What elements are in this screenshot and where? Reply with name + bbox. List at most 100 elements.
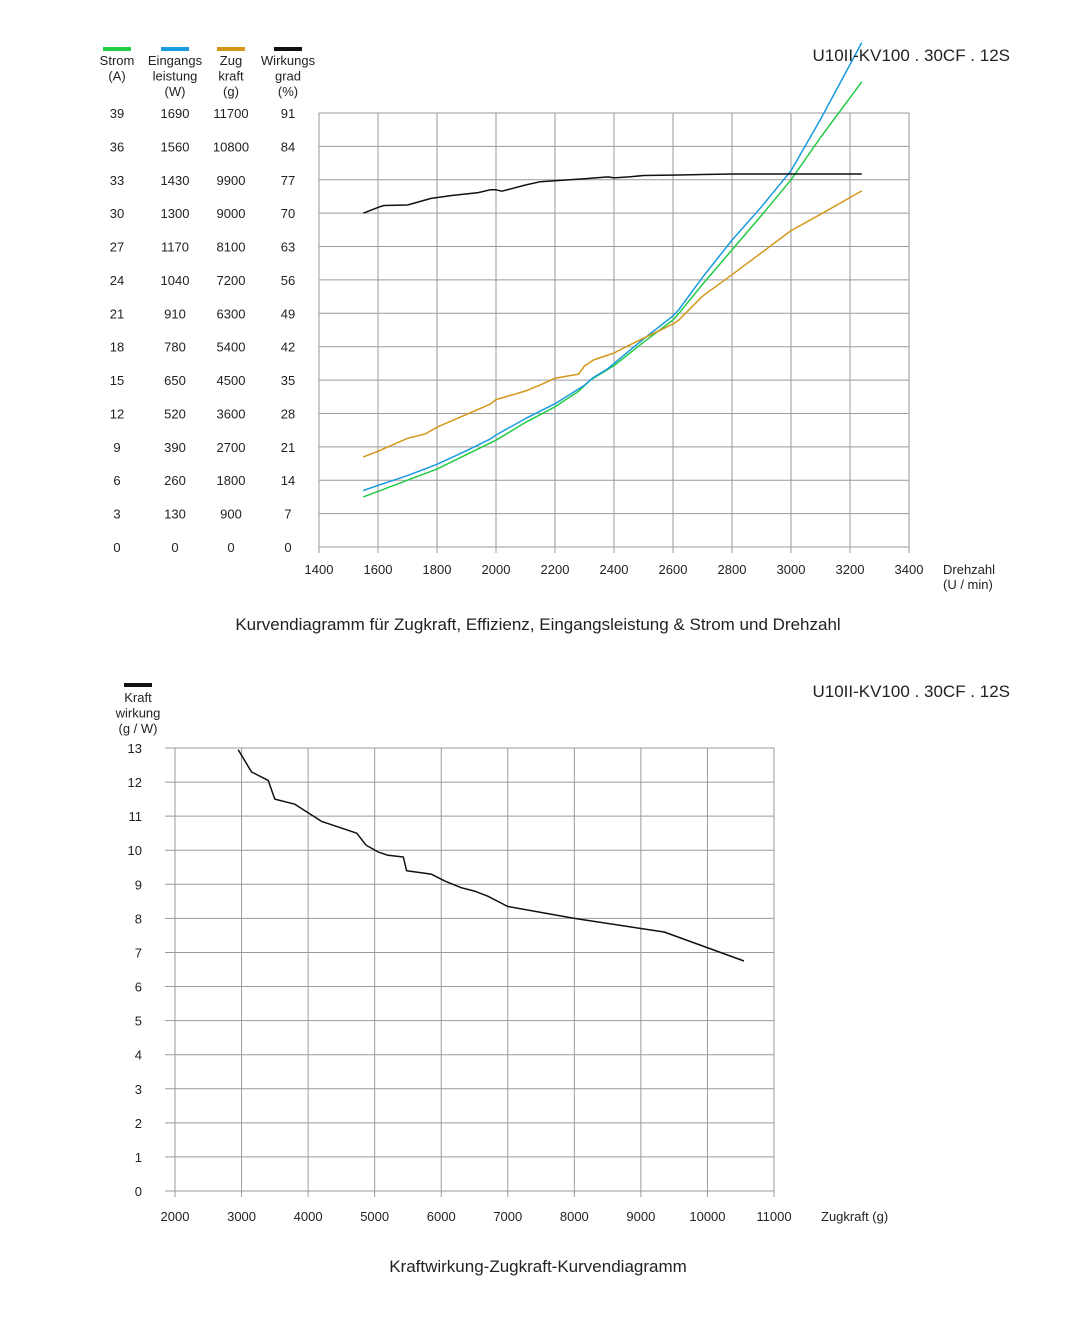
chart2-grid <box>165 747 775 1192</box>
x-tick-label: 8000 <box>560 1209 589 1224</box>
y-tick-label: 1 <box>135 1150 142 1165</box>
y-axis-label: Kraft <box>124 690 152 705</box>
y-tick-label-eingang: 1040 <box>161 273 190 288</box>
y-tick-label-eingang: 1430 <box>161 173 190 188</box>
y-tick-label: 2 <box>135 1116 142 1131</box>
x-tick-label: 3000 <box>777 562 806 577</box>
y-tick-label: 6 <box>135 980 142 995</box>
y-tick-label-eingang: 520 <box>164 406 186 421</box>
x-tick-label: 3000 <box>227 1209 256 1224</box>
y-tick-label-strom: 15 <box>110 373 124 388</box>
axis-header-wirk: (%) <box>278 84 298 99</box>
y-tick-label-strom: 9 <box>113 440 120 455</box>
y-tick-label-strom: 12 <box>110 406 124 421</box>
y-tick-label: 11 <box>129 809 143 824</box>
y-tick-label-zug: 11700 <box>213 106 248 121</box>
x-tick-label: 7000 <box>493 1209 522 1224</box>
y-tick-label-strom: 21 <box>110 306 124 321</box>
y-tick-label-wirk: 77 <box>281 173 295 188</box>
chart1-grid <box>318 112 910 548</box>
chart1-series <box>363 42 863 498</box>
y-tick-label-strom: 39 <box>110 106 124 121</box>
x-tick-label: 6000 <box>427 1209 456 1224</box>
y-tick-label-strom: 27 <box>110 240 124 255</box>
legend-swatch-wirk <box>274 47 302 51</box>
chart2-series <box>237 749 745 962</box>
y-tick-label-eingang: 1560 <box>161 139 190 154</box>
axis-header-strom: Strom <box>100 53 135 68</box>
y-tick-label-strom: 36 <box>110 139 124 154</box>
y-tick-label: 8 <box>135 911 142 926</box>
series-line-eingang <box>363 42 863 492</box>
y-tick-label-eingang: 260 <box>164 473 186 488</box>
y-tick-label-eingang: 390 <box>164 440 186 455</box>
y-tick-label-strom: 18 <box>110 340 124 355</box>
y-tick-label-wirk: 35 <box>281 373 295 388</box>
y-tick-label-zug: 2700 <box>217 440 246 455</box>
legend-swatch-eingang <box>161 47 189 51</box>
chart-rpm-performance: 1400 1600 1800 2000 2200 2400 2600 2800 3000 3200… <box>100 42 1011 634</box>
y-tick-label-zug: 7200 <box>217 273 246 288</box>
axis-header-zug: (g) <box>223 84 239 99</box>
y-tick-label: 13 <box>128 741 142 756</box>
chart1-caption: Kurvendiagramm für Zugkraft, Effizienz, … <box>235 615 840 634</box>
chart2-model-name: U10II-KV100 . 30CF . 12S <box>813 682 1011 701</box>
y-tick-label-eingang: 650 <box>164 373 186 388</box>
y-tick-label: 10 <box>128 843 142 858</box>
series-line-zug <box>363 190 863 458</box>
x-tick-label: 1400 <box>305 562 334 577</box>
y-tick-label-eingang: 780 <box>164 340 186 355</box>
x-tick-label: 5000 <box>360 1209 389 1224</box>
legend-swatch <box>124 683 152 687</box>
y-tick-label-zug: 4500 <box>217 373 246 388</box>
y-tick-label-zug: 0 <box>227 540 234 555</box>
x-tick-label: 3400 <box>895 562 924 577</box>
y-axis-label: wirkung <box>115 706 161 721</box>
chart1-axis-labels: 1400 1600 1800 2000 2200 2400 2600 2800 3000 3200… <box>100 47 995 592</box>
y-tick-label-strom: 24 <box>110 273 124 288</box>
y-tick-label-zug: 9900 <box>217 173 246 188</box>
y-tick-label: 3 <box>135 1082 142 1097</box>
y-tick-label-wirk: 70 <box>281 206 295 221</box>
x-axis-label: Zugkraft (g) <box>821 1209 888 1224</box>
y-tick-label-strom: 30 <box>110 206 124 221</box>
x-axis-label: (U / min) <box>943 577 993 592</box>
y-tick-label-wirk: 0 <box>284 540 291 555</box>
y-tick-label-eingang: 1690 <box>161 106 190 121</box>
axis-header-zug: Zug <box>220 53 242 68</box>
x-tick-label: 2600 <box>659 562 688 577</box>
chart1-model-name: U10II-KV100 . 30CF . 12S <box>813 46 1011 65</box>
y-tick-label: 0 <box>135 1184 142 1199</box>
y-tick-label: 9 <box>135 877 142 892</box>
y-tick-label: 4 <box>135 1048 142 1063</box>
y-tick-label-eingang: 0 <box>171 540 178 555</box>
y-tick-label-strom: 0 <box>113 540 120 555</box>
y-tick-label-wirk: 7 <box>284 507 291 522</box>
y-tick-label-wirk: 21 <box>281 440 295 455</box>
y-tick-label: 12 <box>128 775 142 790</box>
x-tick-label: 4000 <box>294 1209 323 1224</box>
axis-header-wirk: grad <box>275 69 301 84</box>
y-tick-label-wirk: 91 <box>281 106 295 121</box>
y-tick-label-zug: 5400 <box>217 340 246 355</box>
y-tick-label-wirk: 49 <box>281 306 295 321</box>
y-tick-label-zug: 10800 <box>213 139 249 154</box>
x-axis-label: Drehzahl <box>943 562 995 577</box>
chart2-caption: Kraftwirkung-Zugkraft-Kurvendiagramm <box>389 1257 687 1276</box>
series-line-wirk <box>363 173 862 214</box>
axis-header-eingang: leistung <box>153 69 198 84</box>
y-tick-label-zug: 8100 <box>217 240 246 255</box>
series-line-kraftwirkung <box>237 749 745 962</box>
y-tick-label-wirk: 63 <box>281 240 295 255</box>
x-tick-label: 2000 <box>161 1209 190 1224</box>
x-tick-label: 1800 <box>423 562 452 577</box>
y-tick-label-wirk: 14 <box>281 473 295 488</box>
y-tick-label-eingang: 130 <box>164 507 186 522</box>
x-tick-label: 10000 <box>689 1209 725 1224</box>
x-tick-label: 9000 <box>626 1209 655 1224</box>
y-tick-label-zug: 900 <box>220 507 242 522</box>
x-tick-label: 2200 <box>541 562 570 577</box>
y-tick-label-strom: 3 <box>113 507 120 522</box>
series-line-strom <box>363 81 863 498</box>
